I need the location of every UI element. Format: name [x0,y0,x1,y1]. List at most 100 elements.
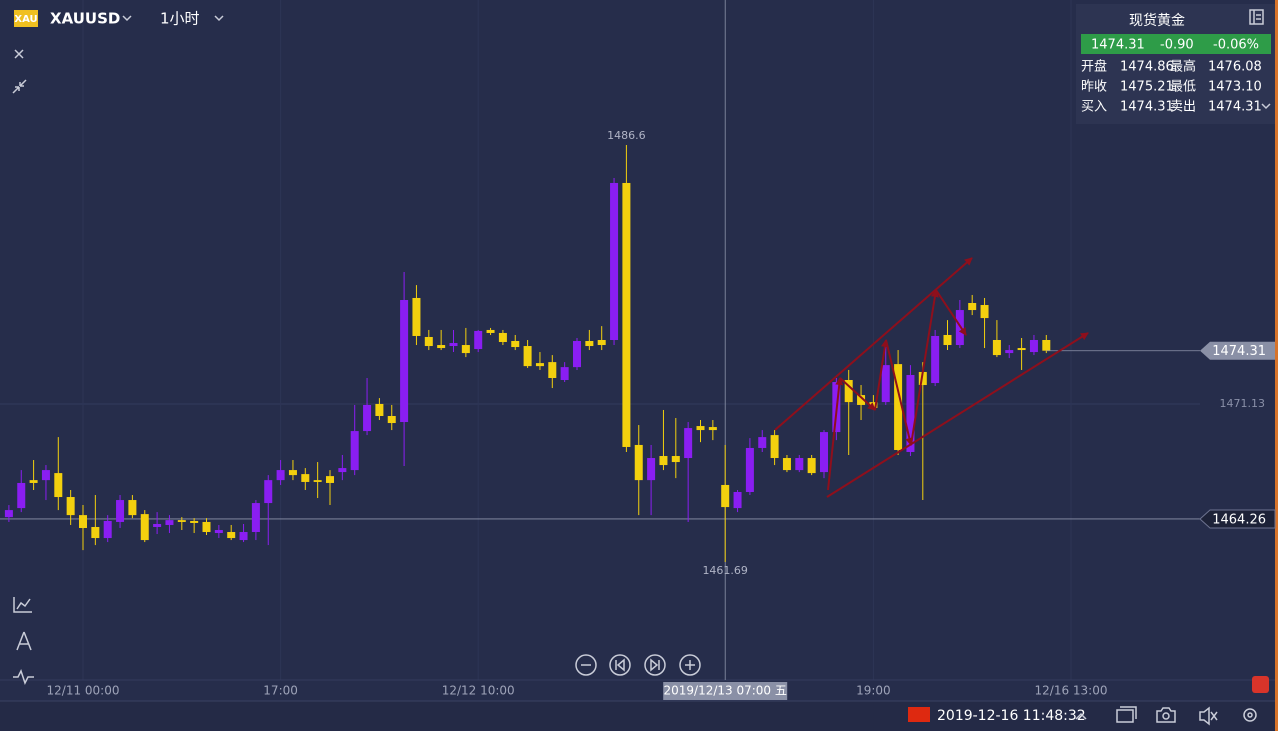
frame-edge [1275,0,1278,731]
crosshair-x-label: 2019/12/13 07:00 五 [664,684,787,698]
quote-price: 1474.31 [1091,38,1145,53]
candle-body [301,474,310,482]
indicator-icon[interactable] [13,597,32,613]
wave [935,289,967,336]
candle-body [363,404,372,432]
candle-body [733,492,742,509]
candle-body [17,482,26,509]
flag [908,707,930,722]
panel-icon[interactable] [1249,9,1264,25]
layers-icon[interactable] [1116,706,1137,723]
candle-body [264,480,273,504]
candle-body [560,367,569,381]
channel-upper [774,257,973,431]
candle-body [498,332,507,343]
quote-change: -0.90 [1160,38,1194,53]
candle-body [387,416,396,424]
candle-body [165,520,174,525]
close-icon[interactable] [14,49,24,59]
crosshair-y-box [1199,509,1276,529]
quote-label: 最低 [1170,80,1196,95]
candle-body [795,458,804,471]
candle-body [968,303,977,311]
candle-body [597,340,606,346]
candle-body [622,182,631,447]
candle-body [239,532,248,541]
scroll-end[interactable] [644,654,666,676]
expand-icon[interactable] [1261,103,1271,110]
quote-panel [1076,4,1275,124]
candle-body [66,497,75,516]
shrink-icon[interactable] [12,79,27,94]
zoom-out[interactable] [575,654,597,676]
candle-body [91,526,100,539]
candle-body [535,363,544,367]
candle-body [338,468,347,473]
candle-body [4,510,13,518]
settings-icon-center[interactable] [1247,712,1253,718]
zoom-in-icon[interactable] [685,660,695,670]
candle-body [288,470,297,476]
expand-up-icon[interactable] [1075,712,1087,720]
zoom-controls [575,654,701,676]
candle-body [980,305,989,319]
scroll-start-icon[interactable] [615,658,625,672]
zoom-in[interactable] [679,654,701,676]
scroll-start[interactable] [609,654,631,676]
x-tick-label: 12/16 13:00 [1035,684,1108,698]
candle-body [894,364,903,450]
wave [839,377,876,411]
quote-label: 开盘 [1081,59,1107,75]
candle-body [412,297,421,336]
last-price-box [1200,341,1275,360]
candle-body [214,530,223,534]
dropdown-icon[interactable] [214,15,224,22]
candle-body [41,470,50,481]
min-label: 1461.69 [702,564,748,577]
symbol[interactable]: XAUUSD [50,10,120,28]
quote-value: 1473.10 [1208,80,1262,95]
candle-body [1042,340,1051,351]
interval[interactable]: 1小时 [160,10,200,28]
candle-body [103,520,112,539]
candle-body [1029,340,1038,353]
candle-body [177,520,186,522]
candle-body [585,341,594,347]
candle-body [424,336,433,347]
candle-body [881,365,890,403]
camera-icon[interactable] [1156,707,1176,723]
scroll-end-icon[interactable] [650,658,660,672]
alert-icon[interactable] [1252,676,1269,693]
candle-body [54,473,63,498]
candle-body [276,470,285,481]
candle-body [375,403,384,417]
candle-body [647,458,656,481]
candle-body [116,500,125,522]
settings-icon[interactable] [1243,708,1257,722]
candle-body [671,456,680,463]
candle-body [79,515,87,528]
candle-body [906,374,915,452]
candle-body [721,484,730,508]
camera-lens[interactable] [1162,712,1170,720]
wave [827,377,844,491]
candle-body [820,432,828,473]
draw-icon[interactable] [16,631,32,651]
x-tick-label: 12/11 00:00 [47,684,120,698]
candle-body [511,341,520,348]
quote-label: 买入 [1081,100,1107,115]
candle-body [326,476,334,483]
mute-icon[interactable] [1199,706,1218,726]
dropdown-icon[interactable] [122,15,132,22]
x-tick-label: 17:00 [263,684,298,698]
quote-value: 1476.08 [1208,60,1262,75]
channel-lower [826,332,1089,498]
candle-body [128,500,137,516]
candle-body [708,427,717,431]
wave-icon[interactable] [13,669,34,685]
quote-label: 卖出 [1170,100,1196,115]
quote-value: 1475.21 [1120,80,1174,95]
candle-body [1005,350,1014,354]
